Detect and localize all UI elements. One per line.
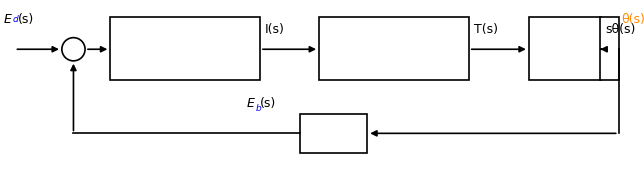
Text: b: b xyxy=(255,104,261,113)
Text: (s): (s) xyxy=(17,12,33,25)
Bar xyxy=(110,17,260,80)
Bar xyxy=(600,17,619,80)
Bar xyxy=(299,114,367,153)
Circle shape xyxy=(62,38,85,61)
Text: E: E xyxy=(4,12,12,25)
Bar xyxy=(319,17,469,80)
Text: I(s): I(s) xyxy=(265,23,285,36)
Text: d: d xyxy=(13,15,18,24)
Bar xyxy=(529,17,601,80)
Text: θ(s): θ(s) xyxy=(621,12,644,25)
Text: T(s): T(s) xyxy=(473,23,498,36)
Text: (s): (s) xyxy=(260,97,276,110)
Text: sθ(s): sθ(s) xyxy=(605,23,636,36)
Text: E: E xyxy=(247,97,254,110)
